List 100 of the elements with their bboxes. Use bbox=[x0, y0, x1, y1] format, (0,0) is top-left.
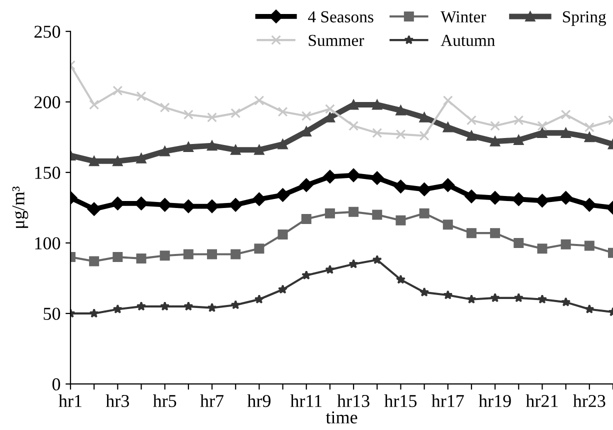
point bbox=[420, 287, 430, 297]
point bbox=[323, 170, 337, 184]
point bbox=[537, 120, 548, 131]
legend-label: Summer bbox=[308, 34, 364, 46]
point bbox=[302, 270, 312, 280]
point bbox=[112, 156, 123, 166]
point bbox=[419, 208, 430, 218]
point bbox=[89, 256, 100, 266]
point bbox=[183, 249, 194, 260]
legend-label: Spring bbox=[563, 11, 606, 26]
point bbox=[278, 106, 288, 117]
point bbox=[301, 111, 312, 122]
y-axis-title: μg/m³ bbox=[12, 186, 28, 228]
point bbox=[441, 178, 455, 192]
point bbox=[160, 102, 170, 113]
point bbox=[560, 128, 571, 138]
y-tick-label: 50 bbox=[44, 308, 60, 320]
point bbox=[136, 253, 146, 264]
point bbox=[442, 96, 453, 106]
point bbox=[278, 284, 288, 294]
point bbox=[134, 196, 148, 210]
point bbox=[490, 136, 500, 146]
x-tick-label: hr17 bbox=[432, 394, 464, 407]
y-tick-label: 0 bbox=[52, 378, 60, 390]
point bbox=[442, 220, 453, 230]
point bbox=[160, 146, 170, 156]
point bbox=[205, 200, 219, 214]
point bbox=[301, 214, 312, 224]
y-tick-label: 250 bbox=[34, 26, 60, 38]
point bbox=[112, 86, 123, 96]
x-tick-label: hr23 bbox=[573, 394, 606, 408]
x-tick-label: hr11 bbox=[290, 394, 322, 407]
point bbox=[396, 215, 406, 226]
point bbox=[490, 228, 500, 238]
point bbox=[89, 308, 99, 318]
point bbox=[324, 104, 335, 114]
point bbox=[466, 228, 476, 238]
point bbox=[561, 297, 571, 306]
point bbox=[254, 244, 264, 254]
point bbox=[278, 229, 288, 240]
x-tick-label: hr5 bbox=[152, 394, 176, 408]
point bbox=[324, 208, 335, 218]
point bbox=[488, 191, 502, 205]
point bbox=[207, 249, 218, 260]
point bbox=[230, 300, 240, 310]
point bbox=[348, 259, 358, 268]
point bbox=[183, 110, 194, 120]
point bbox=[348, 120, 359, 131]
point bbox=[136, 153, 146, 164]
point bbox=[419, 112, 430, 122]
point bbox=[514, 292, 524, 302]
point bbox=[394, 180, 408, 194]
point bbox=[560, 110, 571, 120]
y-tick-label: 100 bbox=[35, 237, 60, 250]
point bbox=[490, 120, 500, 131]
point bbox=[396, 105, 406, 116]
point bbox=[184, 301, 194, 311]
point bbox=[325, 264, 335, 274]
point bbox=[278, 139, 288, 150]
point bbox=[112, 252, 123, 262]
point bbox=[254, 294, 264, 304]
point bbox=[396, 274, 406, 284]
point bbox=[230, 249, 241, 260]
point bbox=[372, 254, 382, 264]
point bbox=[183, 142, 194, 152]
point bbox=[300, 178, 314, 192]
point bbox=[252, 192, 266, 206]
point bbox=[230, 144, 241, 155]
point bbox=[89, 100, 100, 110]
point bbox=[207, 140, 218, 151]
point bbox=[136, 301, 146, 311]
y-tick-label: 200 bbox=[34, 96, 60, 108]
point bbox=[582, 198, 596, 212]
point bbox=[584, 304, 594, 314]
point bbox=[464, 190, 478, 204]
point bbox=[207, 112, 218, 122]
x-tick-label: hr21 bbox=[526, 394, 558, 407]
x-tick-label: hr9 bbox=[247, 394, 270, 408]
point bbox=[348, 100, 359, 110]
point bbox=[160, 250, 170, 261]
point bbox=[514, 115, 524, 126]
point bbox=[442, 122, 453, 132]
point bbox=[559, 191, 573, 205]
point bbox=[514, 134, 524, 145]
point bbox=[372, 210, 382, 220]
point bbox=[276, 188, 290, 202]
y-tick-label: 150 bbox=[35, 166, 60, 179]
point bbox=[160, 301, 170, 311]
point bbox=[584, 132, 594, 142]
point bbox=[466, 115, 476, 126]
point bbox=[110, 196, 124, 210]
x-tick-label: hr15 bbox=[384, 394, 417, 408]
point bbox=[537, 128, 548, 138]
x-tick-label: hr7 bbox=[200, 394, 224, 407]
point bbox=[230, 108, 241, 118]
point bbox=[443, 290, 453, 300]
point bbox=[514, 238, 524, 248]
point bbox=[466, 294, 476, 304]
point bbox=[136, 91, 146, 102]
point bbox=[112, 304, 122, 314]
